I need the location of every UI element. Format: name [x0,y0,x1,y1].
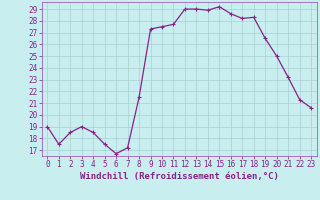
X-axis label: Windchill (Refroidissement éolien,°C): Windchill (Refroidissement éolien,°C) [80,172,279,181]
